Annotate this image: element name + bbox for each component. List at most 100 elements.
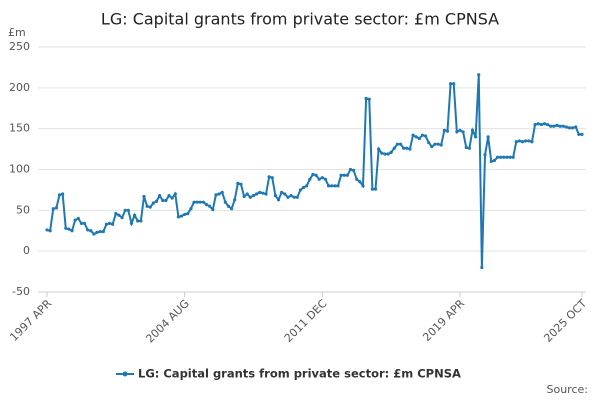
point [520, 140, 525, 144]
point [402, 146, 406, 150]
y-tick-label: -50 [12, 285, 30, 298]
point [204, 203, 209, 207]
point [517, 139, 522, 143]
x-tick-label: 2004 AUG [143, 297, 192, 346]
point [514, 140, 518, 144]
point [545, 122, 550, 127]
point [352, 168, 356, 172]
point [527, 139, 531, 143]
point [320, 176, 324, 180]
point [245, 192, 249, 196]
point [158, 194, 162, 198]
y-tick-label: 150 [9, 122, 30, 135]
point [220, 190, 224, 194]
point [486, 135, 490, 139]
point [267, 175, 271, 179]
point [339, 173, 343, 177]
point [345, 173, 349, 177]
point [233, 198, 237, 202]
point [417, 136, 421, 141]
point [314, 173, 318, 177]
point [323, 177, 328, 181]
point [542, 122, 547, 126]
point [142, 194, 146, 199]
point [495, 155, 500, 159]
point [208, 204, 212, 208]
y-tick-label: 0 [23, 244, 30, 257]
point [308, 177, 312, 181]
point [201, 200, 206, 204]
point [558, 124, 562, 128]
point [64, 226, 68, 230]
point [54, 206, 58, 210]
point [311, 172, 315, 176]
point [452, 82, 456, 86]
source: Source: [547, 383, 589, 396]
point [536, 122, 540, 126]
point [467, 146, 471, 150]
x-tick-label: 1997 APR [7, 297, 54, 344]
point [505, 155, 509, 159]
point [189, 207, 193, 211]
point [164, 198, 168, 203]
point [98, 229, 102, 234]
point [251, 194, 256, 198]
point [198, 200, 202, 204]
point [511, 155, 515, 159]
point [367, 97, 371, 101]
point [439, 143, 443, 147]
point [483, 153, 487, 157]
point [129, 221, 134, 225]
point [361, 184, 365, 188]
point [455, 130, 459, 134]
point [186, 212, 190, 216]
point [342, 173, 346, 177]
point [226, 204, 231, 208]
point [458, 128, 462, 132]
point [167, 194, 171, 198]
point [133, 213, 137, 217]
point [248, 195, 252, 199]
point [229, 207, 234, 211]
point [395, 142, 400, 146]
point [380, 151, 384, 155]
y-tick-label: 250 [9, 40, 30, 53]
chart-title: LG: Capital grants from private sector: … [101, 10, 499, 29]
point [148, 205, 152, 209]
point [427, 140, 431, 145]
point [176, 215, 181, 219]
point [183, 212, 187, 217]
point [574, 125, 578, 129]
point [474, 135, 478, 139]
point [461, 130, 465, 134]
point [154, 199, 159, 203]
point [549, 124, 553, 128]
point [430, 145, 434, 149]
point [552, 124, 556, 128]
point [151, 201, 155, 205]
point [82, 221, 87, 225]
point [273, 194, 277, 198]
point [170, 196, 174, 200]
point [123, 208, 127, 212]
y-tick-label: 100 [9, 163, 30, 176]
point [571, 126, 575, 130]
point [355, 177, 359, 181]
legend-marker [122, 371, 128, 377]
point [348, 167, 353, 172]
point [561, 124, 565, 128]
point [214, 193, 218, 197]
point [524, 139, 528, 143]
point [264, 192, 268, 196]
point [79, 221, 84, 225]
point [292, 195, 296, 199]
point [136, 219, 140, 223]
point [408, 147, 412, 151]
point [283, 192, 287, 196]
point [286, 195, 290, 199]
point [255, 192, 259, 196]
point [317, 177, 321, 181]
point [223, 200, 227, 204]
point [89, 229, 93, 233]
point [326, 184, 331, 188]
